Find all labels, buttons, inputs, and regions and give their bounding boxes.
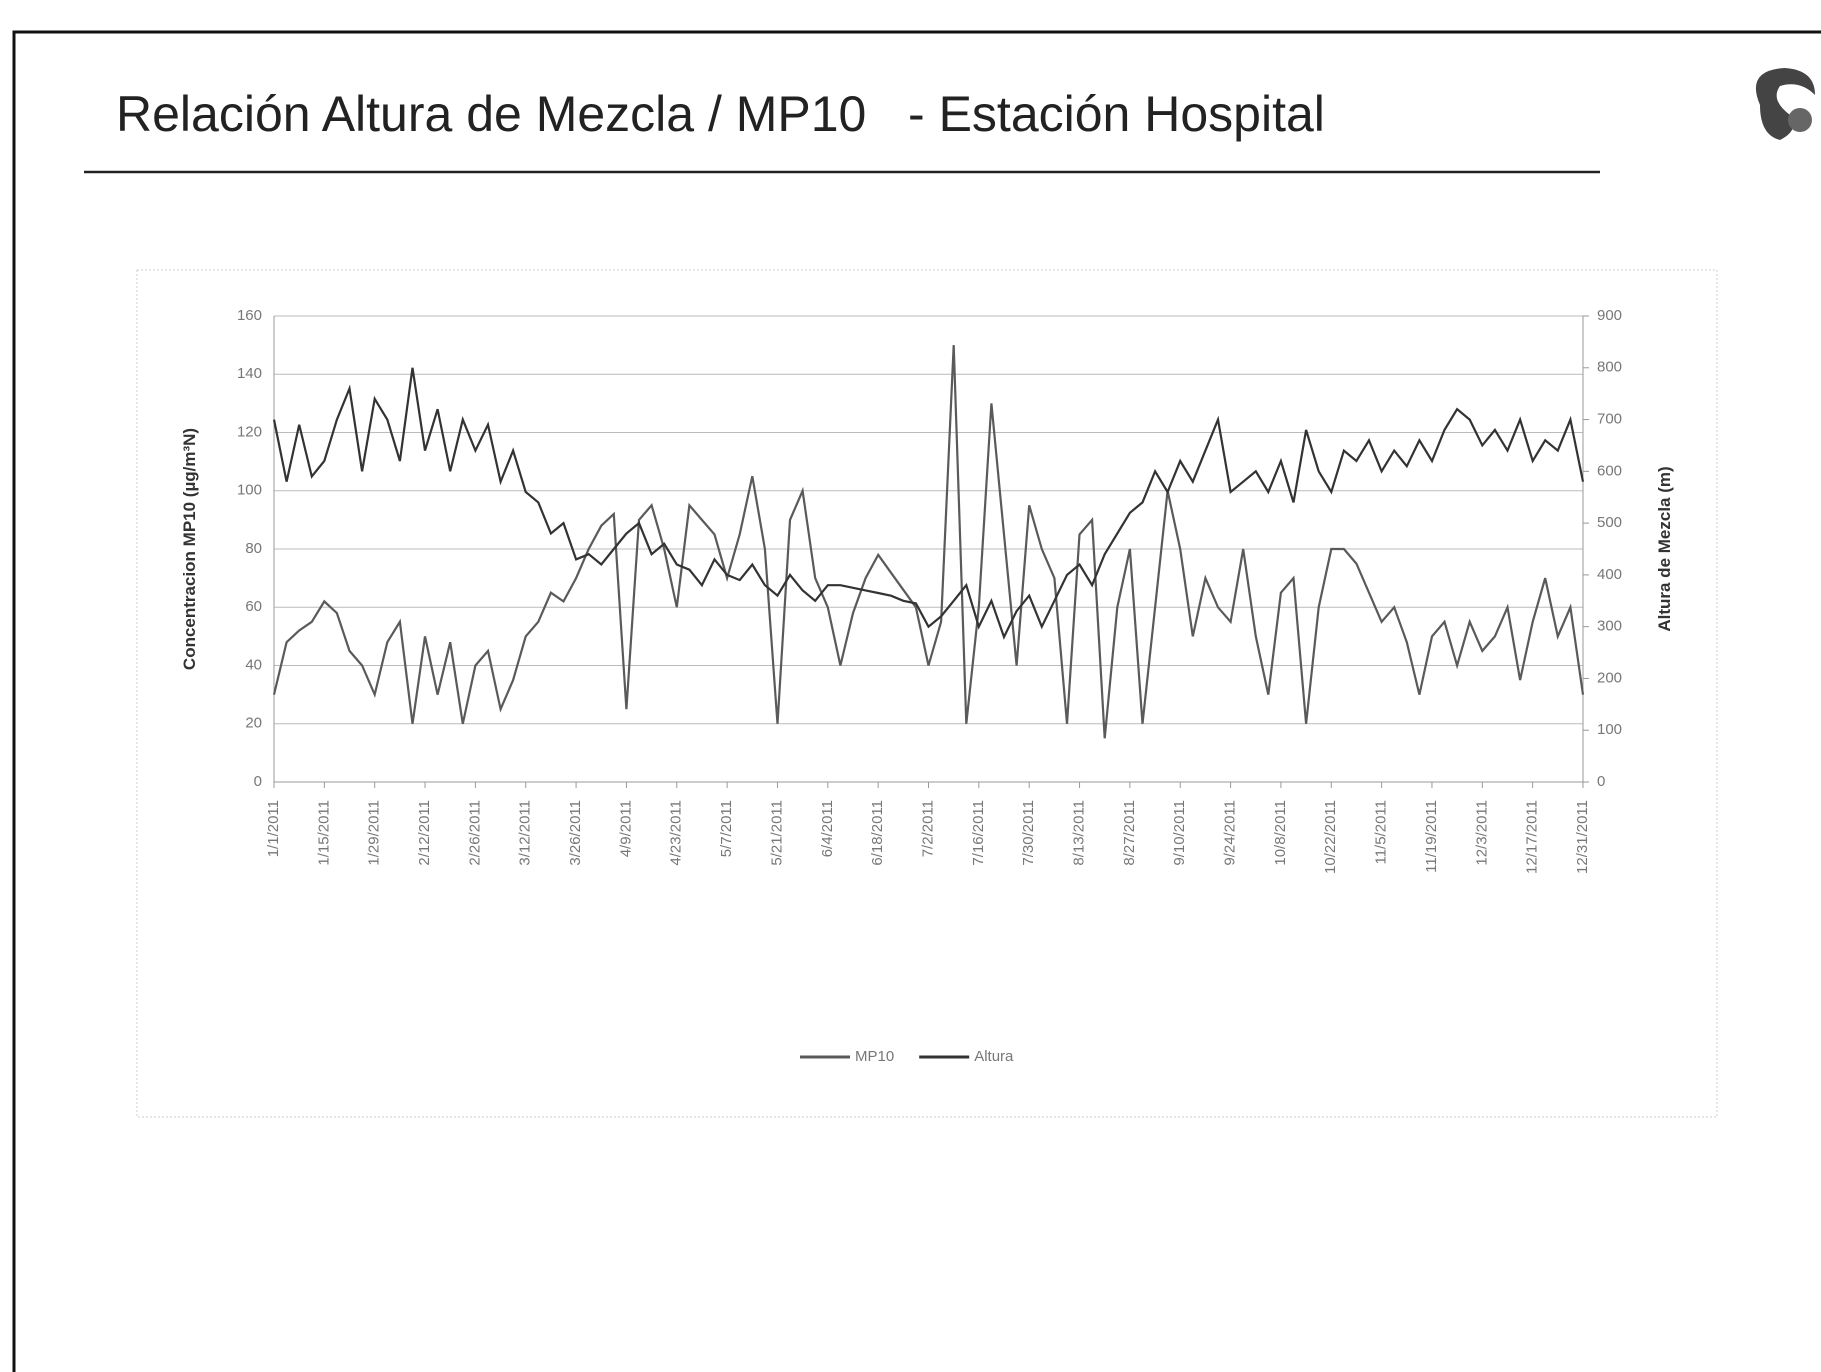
series-line xyxy=(272,367,1585,640)
x-tick-label: 11/5/2011 xyxy=(1373,800,1390,865)
y2-tick-label: 100 xyxy=(1597,721,1622,738)
y2-tick-label: 500 xyxy=(1597,514,1622,531)
y2-tick-label: 900 xyxy=(1597,307,1622,324)
x-tick-label: 2/26/2011 xyxy=(466,800,483,866)
x-tick-label: 7/30/2011 xyxy=(1020,800,1037,866)
legend-label: MP10 xyxy=(855,1048,894,1065)
y-tick-label: 160 xyxy=(237,307,262,324)
slide-title: Relación Altura de Mezcla / MP10 - Estac… xyxy=(116,86,1325,142)
y2-axis-label: Altura de Mezcla (m) xyxy=(1655,466,1674,631)
y-axis-label: Concentracion MP10 (µg/m³N) xyxy=(180,428,199,670)
x-tick-label: 4/9/2011 xyxy=(617,800,634,857)
x-tick-label: 9/24/2011 xyxy=(1222,800,1239,866)
x-tick-label: 6/4/2011 xyxy=(819,800,836,857)
x-tick-label: 8/13/2011 xyxy=(1071,800,1088,866)
y-tick-label: 80 xyxy=(245,540,262,557)
x-tick-label: 7/16/2011 xyxy=(970,800,987,866)
logo xyxy=(1755,68,1815,140)
y-tick-label: 100 xyxy=(237,482,262,499)
slide-border xyxy=(12,30,1821,1372)
series-line xyxy=(272,345,1585,739)
x-tick-label: 2/12/2011 xyxy=(416,800,433,866)
y2-tick-label: 0 xyxy=(1597,773,1605,790)
y-tick-label: 40 xyxy=(245,656,262,673)
x-tick-label: 5/21/2011 xyxy=(768,800,785,866)
x-tick-label: 1/29/2011 xyxy=(366,800,383,866)
x-tick-label: 4/23/2011 xyxy=(668,800,685,866)
x-tick-label: 6/18/2011 xyxy=(869,800,886,866)
y2-tick-label: 400 xyxy=(1597,566,1622,583)
x-tick-label: 1/15/2011 xyxy=(315,800,332,866)
y2-tick-label: 700 xyxy=(1597,411,1622,428)
x-tick-label: 12/31/2011 xyxy=(1574,800,1591,874)
x-tick-label: 10/22/2011 xyxy=(1322,800,1339,874)
y-tick-label: 140 xyxy=(237,365,262,382)
x-tick-label: 9/10/2011 xyxy=(1171,800,1188,866)
x-tick-label: 5/7/2011 xyxy=(718,800,735,857)
y-tick-label: 20 xyxy=(245,715,262,732)
x-tick-label: 11/19/2011 xyxy=(1423,800,1440,873)
x-tick-label: 7/2/2011 xyxy=(919,800,936,857)
chart-frame xyxy=(136,269,1718,1118)
y-tick-label: 0 xyxy=(254,773,262,790)
x-tick-label: 10/8/2011 xyxy=(1272,800,1289,866)
x-tick-label: 12/17/2011 xyxy=(1524,800,1541,874)
y2-tick-label: 800 xyxy=(1597,359,1622,376)
y2-tick-label: 600 xyxy=(1597,462,1622,479)
x-tick-label: 8/27/2011 xyxy=(1121,800,1138,866)
x-tick-label: 1/1/2011 xyxy=(265,800,282,857)
y2-tick-label: 300 xyxy=(1597,618,1622,635)
y2-tick-label: 200 xyxy=(1597,669,1622,686)
y-tick-label: 120 xyxy=(237,423,262,440)
x-tick-label: 3/12/2011 xyxy=(517,800,534,866)
x-tick-label: 3/26/2011 xyxy=(567,800,584,866)
x-tick-label: 12/3/2011 xyxy=(1473,800,1490,866)
y-tick-label: 60 xyxy=(245,598,262,615)
legend-label: Altura xyxy=(974,1048,1014,1065)
